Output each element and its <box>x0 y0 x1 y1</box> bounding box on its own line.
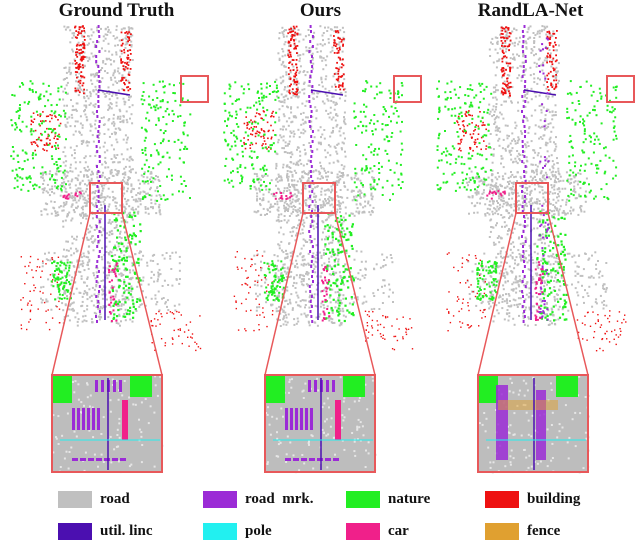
legend-item-road: road <box>58 491 130 508</box>
legend-item-pole: pole <box>203 523 272 540</box>
legend-item-road-marking: road mrk. <box>203 491 313 508</box>
legend-label: road <box>100 491 130 507</box>
legend-swatch <box>485 491 519 508</box>
legend-label: nature <box>388 491 431 507</box>
legend-swatch <box>58 523 92 540</box>
legend-label: util. linc <box>100 523 153 539</box>
legend-label: building <box>527 491 581 507</box>
panel-title-ours: Ours <box>299 0 342 21</box>
legend-item-nature: nature <box>346 491 430 508</box>
legend-swatch <box>346 523 380 540</box>
scene-ours <box>223 25 422 474</box>
legend-item-car: car <box>346 523 409 540</box>
legend-swatch <box>485 523 519 540</box>
panel-title-ground-truth: Ground Truth <box>58 0 175 21</box>
legend-swatch <box>346 491 380 508</box>
legend-label: road mrk. <box>245 491 314 507</box>
legend-item-fence: fence <box>485 523 560 540</box>
scene-ground-truth <box>10 25 209 474</box>
legend-label: car <box>388 523 409 539</box>
panel-title-randla: RandLA-Net <box>477 0 584 21</box>
legend-item-building: building <box>485 491 580 508</box>
legend-swatch <box>203 491 237 508</box>
scene-randla <box>436 25 635 474</box>
legend-label: pole <box>245 523 272 539</box>
legend-swatch <box>58 491 92 508</box>
legend-swatch <box>203 523 237 540</box>
legend-label: fence <box>527 523 561 539</box>
legend-item-util-line: util. linc <box>58 523 153 540</box>
